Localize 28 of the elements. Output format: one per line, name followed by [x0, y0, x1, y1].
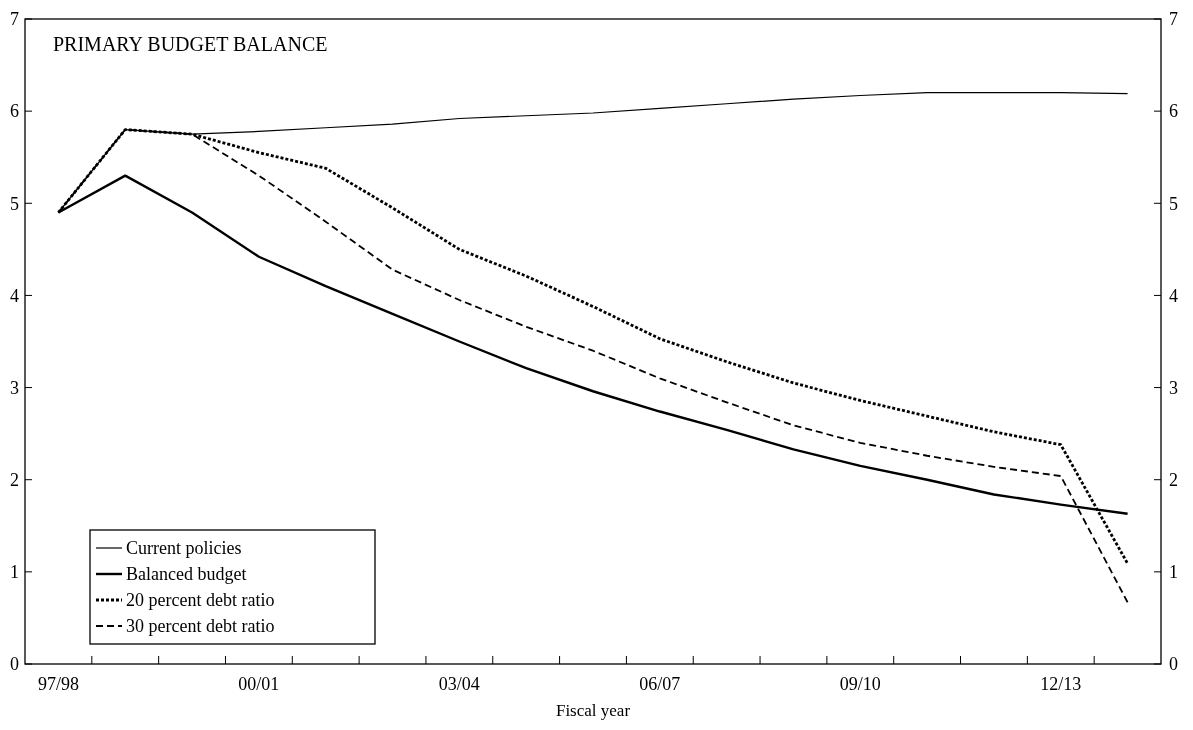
y2-tick-label: 6 — [1169, 101, 1178, 122]
y2-tick-label: 3 — [1169, 377, 1178, 398]
x-tick-label: 00/01 — [238, 674, 280, 694]
x-tick-label: 03/04 — [438, 674, 480, 694]
text: PRIMARY BUDGET BALANCE — [53, 33, 328, 55]
y-tick-label: 0 — [10, 654, 19, 675]
legend-label: 30 percent debt ratio — [126, 616, 275, 637]
x-tick-label: 12/13 — [1040, 674, 1082, 694]
x-tick-label: 06/07 — [639, 674, 681, 694]
y2-tick-label: 5 — [1169, 193, 1178, 214]
y2-tick-label: 4 — [1169, 285, 1178, 306]
x-tick-label: 97/98 — [37, 674, 79, 694]
y2-tick-label: 0 — [1169, 654, 1178, 675]
x-axis-title: Fiscal year — [555, 701, 631, 720]
legend-label: Balanced budget — [126, 564, 247, 585]
legend-label: 20 percent debt ratio — [126, 590, 275, 611]
legend-label: Current policies — [126, 538, 242, 559]
y-tick-label: 1 — [10, 562, 19, 583]
y2-tick-label: 2 — [1169, 470, 1178, 491]
y-tick-label: 2 — [10, 470, 19, 491]
y-tick-label: 6 — [10, 101, 19, 122]
y-tick-label: 5 — [10, 193, 19, 214]
x-tick-label: 09/10 — [839, 674, 881, 694]
y-tick-label: 7 — [10, 9, 19, 30]
y-tick-label: 4 — [10, 285, 19, 306]
y2-tick-label: 1 — [1169, 562, 1178, 583]
y-tick-label: 3 — [10, 377, 19, 398]
y2-tick-label: 7 — [1169, 9, 1178, 30]
